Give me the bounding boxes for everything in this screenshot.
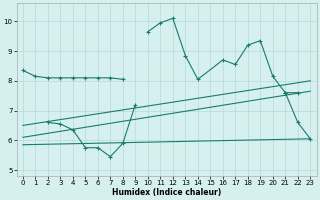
X-axis label: Humidex (Indice chaleur): Humidex (Indice chaleur) (112, 188, 221, 197)
